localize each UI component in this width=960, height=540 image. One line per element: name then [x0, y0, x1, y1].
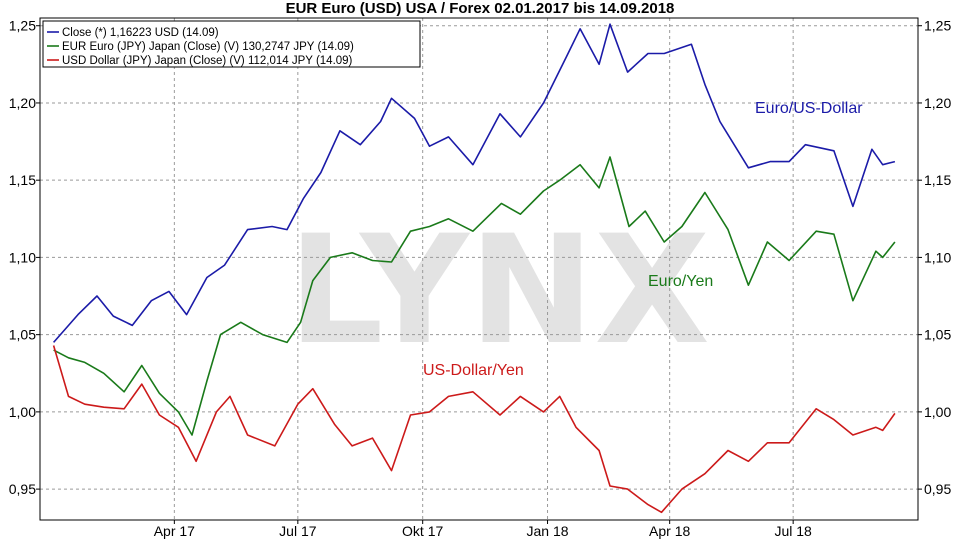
y-tick-label: 1,10	[924, 249, 951, 265]
euro-usd-line	[52, 23, 896, 343]
plot-frame	[39, 17, 919, 521]
legend-entry-euro-yen: EUR Euro (JPY) Japan (Close) (V) 130,274…	[62, 41, 354, 53]
y-tick-label: 1,05	[924, 327, 951, 343]
y-tick-label: 1,15	[9, 172, 36, 188]
legend: Close (*) 1,16223 USD (14.09) EUR Euro (J…	[42, 20, 421, 68]
x-tick-label: Jul 17	[279, 523, 317, 539]
series-labels: Euro/US-Dollar Euro/Yen US-Dollar/Yen	[423, 100, 863, 379]
y-tick-label: 1,05	[9, 327, 36, 343]
x-tick-label: Apr 17	[154, 523, 195, 539]
y-tick-label: 0,95	[924, 481, 951, 497]
x-tick-label: Okt 17	[402, 523, 443, 539]
y-tick-label: 1,00	[924, 404, 951, 420]
y-tick-label: 1,20	[9, 95, 36, 111]
usd-yen-line	[52, 345, 896, 514]
label-euro-yen: Euro/Yen	[648, 273, 713, 290]
legend-entry-usd-yen: USD Dollar (JPY) Japan (Close) (V) 112,0…	[62, 55, 353, 67]
label-euro-usd: Euro/US-Dollar	[755, 100, 863, 117]
y-tick-label: 1,20	[924, 95, 951, 111]
euro-yen-line	[53, 156, 896, 436]
y-axis-left: 1,25 1,20 1,15 1,10 1,05 1,00 0,95	[9, 18, 40, 497]
legend-box	[42, 20, 421, 68]
legend-entry-euro-usd: Close (*) 1,16223 USD (14.09)	[62, 27, 219, 39]
watermark: LYNX	[288, 204, 710, 378]
chart-title: EUR Euro (USD) USA / Forex 02.01.2017 bi…	[285, 0, 675, 17]
series-lines	[52, 23, 896, 514]
y-tick-label: 1,15	[924, 172, 951, 188]
y-tick-label: 0,95	[9, 481, 36, 497]
label-usd-yen: US-Dollar/Yen	[423, 362, 524, 379]
x-tick-label: Jan 18	[527, 523, 569, 539]
grid-lines	[40, 18, 918, 520]
x-axis: Apr 17 Jul 17 Okt 17 Jan 18 Apr 18 Jul 18	[154, 520, 812, 539]
y-tick-label: 1,25	[924, 18, 951, 34]
y-tick-label: 1,00	[9, 404, 36, 420]
x-tick-label: Apr 18	[649, 523, 690, 539]
y-tick-label: 1,25	[9, 18, 36, 34]
x-tick-label: Jul 18	[774, 523, 812, 539]
y-tick-label: 1,10	[9, 249, 36, 265]
y-axis-right: 1,25 1,20 1,15 1,10 1,05 1,00 0,95	[918, 18, 951, 497]
